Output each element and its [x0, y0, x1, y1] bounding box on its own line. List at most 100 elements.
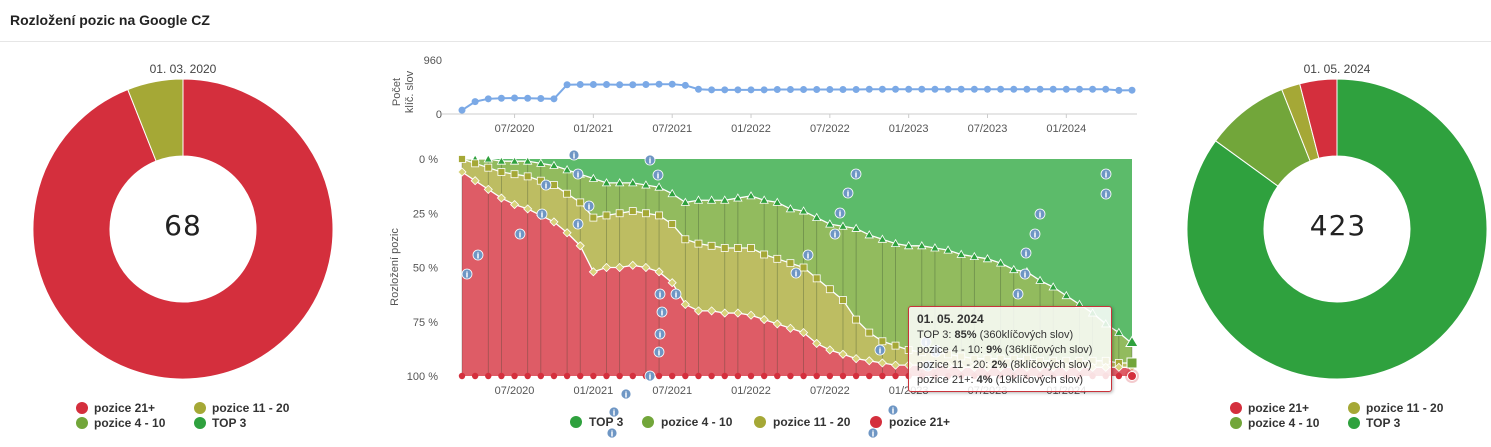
top3-marker[interactable] [838, 221, 848, 230]
pos21-marker[interactable] [813, 372, 820, 380]
pos11-20-marker[interactable] [615, 262, 625, 273]
pos4-10-marker[interactable] [510, 170, 519, 179]
pos4-10-marker[interactable] [694, 239, 703, 248]
legend-item[interactable]: pozice 11 - 20 [194, 401, 289, 415]
kw-point[interactable] [471, 98, 479, 106]
legend-item[interactable]: pozice 4 - 10 [642, 415, 733, 429]
info-icon[interactable]: i [572, 168, 584, 180]
pos4-10-marker[interactable] [720, 244, 729, 252]
kw-point[interactable] [878, 85, 886, 93]
pos11-20-marker[interactable] [470, 176, 480, 186]
legend-item[interactable]: pozice 4 - 10 [76, 416, 165, 430]
top3-marker[interactable] [812, 212, 822, 221]
pos11-20-marker[interactable] [680, 299, 690, 309]
top3-marker[interactable] [969, 251, 980, 261]
pos11-20-marker[interactable] [759, 315, 769, 325]
kw-point[interactable] [800, 86, 808, 94]
info-icon[interactable]: i [1034, 208, 1046, 220]
legend-item[interactable]: pozice 21+ [76, 401, 155, 415]
pos11-20-marker[interactable] [483, 184, 493, 194]
kw-point[interactable] [1036, 85, 1044, 93]
pos11-20-marker[interactable] [877, 358, 887, 368]
info-icon[interactable]: i [652, 169, 664, 181]
pos11-20-marker[interactable] [693, 306, 704, 316]
pos4-10-marker[interactable] [747, 244, 755, 252]
top3-marker[interactable] [982, 254, 993, 263]
pos4-10-marker[interactable] [615, 209, 624, 218]
pos11-20-marker[interactable] [851, 354, 861, 364]
legend-item[interactable]: pozice 11 - 20 [1348, 401, 1443, 415]
info-icon[interactable]: i [653, 346, 665, 358]
info-icon[interactable]: i [583, 200, 595, 212]
info-icon[interactable]: i [620, 388, 632, 400]
donut-slice-top-3[interactable] [1186, 78, 1488, 380]
pos11-20-marker[interactable] [1114, 362, 1124, 372]
info-icon[interactable]: i [1029, 228, 1041, 240]
kw-point[interactable] [826, 86, 834, 94]
pos11-20-marker[interactable] [799, 328, 809, 338]
top3-marker[interactable] [825, 219, 835, 228]
kw-point[interactable] [603, 80, 611, 88]
top3-marker[interactable] [654, 182, 664, 191]
pos4-10-marker[interactable] [484, 163, 493, 172]
info-icon[interactable]: i [644, 370, 656, 382]
pos21-marker[interactable] [485, 372, 492, 380]
top3-marker[interactable] [1009, 264, 1019, 274]
info-icon[interactable]: i [874, 344, 886, 356]
info-icon[interactable]: i [842, 187, 854, 199]
pos4-10-marker[interactable] [799, 263, 808, 272]
top3-marker[interactable] [1035, 275, 1045, 284]
kw-point[interactable] [918, 85, 926, 93]
top3-marker[interactable] [798, 206, 809, 215]
kw-point[interactable] [1089, 85, 1097, 93]
kw-point[interactable] [563, 81, 571, 89]
kw-point[interactable] [616, 81, 624, 89]
kw-point[interactable] [773, 86, 781, 94]
top3-marker[interactable] [588, 173, 599, 182]
top3-marker[interactable] [1114, 327, 1124, 336]
kw-point[interactable] [839, 86, 847, 94]
top3-marker[interactable] [759, 195, 769, 204]
kw-point[interactable] [511, 94, 519, 102]
pos4-10-marker[interactable] [839, 296, 847, 304]
pos21-marker[interactable] [695, 372, 702, 380]
legend-item[interactable]: pozice 21+ [870, 415, 950, 429]
donut-slice-pozice-11-20[interactable] [127, 78, 184, 162]
kw-point[interactable] [970, 85, 978, 93]
info-icon[interactable]: i [572, 218, 584, 230]
info-icon[interactable]: i [802, 249, 814, 261]
pos11-20-marker[interactable] [746, 310, 756, 320]
kw-point[interactable] [892, 85, 900, 93]
info-icon[interactable]: i [834, 207, 846, 219]
pos4-10-marker[interactable] [602, 211, 611, 220]
pos21-marker[interactable] [655, 372, 663, 380]
kw-point[interactable] [957, 85, 965, 93]
top3-marker[interactable] [785, 204, 796, 213]
pos11-20-marker[interactable] [864, 356, 874, 366]
pos21-marker[interactable] [603, 372, 610, 380]
pos11-20-marker[interactable] [785, 323, 795, 333]
pos11-20-marker[interactable] [825, 345, 835, 355]
info-icon[interactable]: i [608, 406, 620, 418]
pos21-marker[interactable] [471, 372, 479, 380]
pos21-marker[interactable] [616, 372, 623, 380]
info-icon[interactable]: i [670, 288, 682, 300]
pos21-marker[interactable] [550, 372, 558, 380]
top3-marker[interactable] [549, 160, 559, 169]
pos4-10-marker[interactable] [865, 328, 874, 337]
pos21-marker[interactable] [668, 372, 676, 380]
pos4-10-marker[interactable] [891, 341, 900, 350]
kw-point[interactable] [1128, 86, 1136, 94]
pos4-10-marker[interactable] [550, 181, 558, 189]
top3-marker[interactable] [772, 197, 782, 206]
pos21-marker[interactable] [1115, 372, 1123, 380]
pos11-20-marker[interactable] [628, 260, 638, 270]
top3-marker[interactable] [509, 156, 520, 165]
info-icon[interactable]: i [850, 168, 862, 180]
top3-marker[interactable] [930, 243, 940, 252]
legend-item[interactable]: TOP 3 [570, 415, 624, 429]
pos21-marker[interactable] [852, 372, 860, 380]
left-donut-chart[interactable] [30, 76, 336, 382]
pos11-20-marker[interactable] [562, 228, 572, 238]
pos21-marker[interactable] [747, 372, 755, 380]
